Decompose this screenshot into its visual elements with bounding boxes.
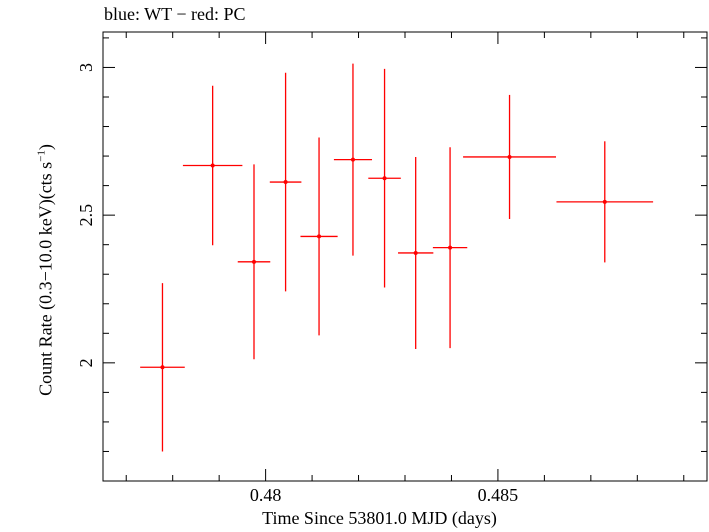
y-axis-label-exponent: −1: [35, 150, 48, 162]
data-point: [432, 147, 468, 349]
data-point: [556, 141, 654, 263]
data-point: [300, 137, 338, 336]
y-tick-label: 3: [76, 63, 96, 72]
point-marker: [602, 199, 607, 204]
point-marker: [507, 154, 512, 159]
x-axis-label: Time Since 53801.0 MJD (days): [262, 508, 497, 528]
point-marker: [252, 259, 256, 264]
point-marker: [413, 250, 418, 255]
axis-ticks: [103, 32, 707, 482]
data-point: [368, 68, 401, 288]
point-marker: [350, 157, 355, 162]
x-tick-label: 0.485: [478, 485, 519, 505]
data-point: [182, 85, 243, 246]
y-axis-label-end: ): [35, 144, 56, 151]
x-tick-label: 0.48: [250, 485, 282, 505]
point-marker: [210, 163, 215, 168]
point-marker: [317, 234, 322, 239]
point-marker: [448, 245, 453, 250]
y-axis-label: Count Rate (0.3−10.0 keV)(cts s−1): [36, 144, 57, 396]
data-point: [463, 94, 556, 219]
axis-tick-labels: 0.48 0.485 2 2.5 3: [76, 63, 518, 505]
point-marker: [283, 180, 288, 185]
point-marker: [160, 365, 165, 370]
y-axis-label-main: Count Rate (0.3−10.0 keV)(cts s: [35, 161, 56, 396]
data-point: [333, 63, 373, 256]
point-marker: [382, 176, 387, 181]
y-tick-label: 2: [76, 358, 96, 367]
data-point: [140, 283, 185, 452]
y-tick-label: 2.5: [76, 204, 96, 227]
data-point: [237, 164, 271, 360]
data-points: [140, 63, 654, 452]
chart-title: blue: WT − red: PC: [104, 4, 246, 24]
data-point: [269, 72, 302, 292]
plot-frame: [102, 31, 708, 482]
plot-border: [102, 31, 708, 482]
data-point: [398, 156, 434, 349]
